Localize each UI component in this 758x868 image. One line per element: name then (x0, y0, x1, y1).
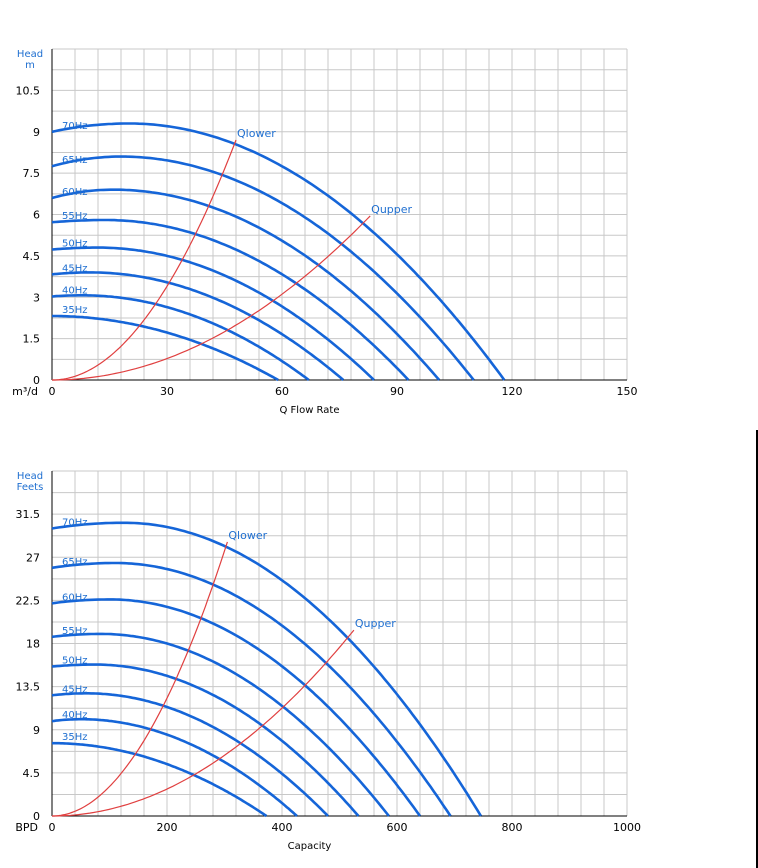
y-tick-label: 1.5 (23, 333, 41, 346)
y-tick-label: 10.5 (16, 84, 41, 97)
x-axis-title: Q Flow Rate (280, 405, 340, 416)
head-capacity-chart-imperial: 0 4.5 9 13.5 18 22.5 27 31.5 0 200 400 600 800 1000 BP… (15, 470, 641, 852)
grid (51, 48, 628, 381)
frequency-curves (51, 521, 483, 818)
bound-qlower (52, 541, 228, 817)
y-tick-label: 9 (33, 126, 40, 139)
curve-label-40hz: 40Hz (62, 710, 88, 721)
curve-label-70hz: 70Hz (62, 518, 88, 529)
curve-35hz (52, 741, 268, 818)
x-tick-label: 0 (49, 821, 56, 834)
curve-label-50hz: 50Hz (62, 239, 88, 250)
curve-label-45hz: 45Hz (62, 684, 88, 695)
bound-label-qupper: Qupper (355, 617, 396, 630)
x-tick-label: 200 (157, 821, 178, 834)
x-tick-label: 90 (390, 385, 404, 398)
y-tick-label: 18 (26, 638, 40, 651)
y-tick-label: 9 (33, 724, 40, 737)
x-unit-label: m³/d (12, 385, 38, 398)
curve-40hz (51, 294, 310, 382)
curve-label-60hz: 60Hz (62, 592, 88, 603)
y-tick-label: 27 (26, 551, 40, 564)
y-tick-label: 6 (33, 209, 40, 222)
y-axis-title: Head (17, 49, 43, 60)
y-tick-label: 13.5 (16, 681, 41, 694)
operating-bounds (52, 139, 371, 381)
x-tick-label: 120 (502, 385, 523, 398)
y-tick-label: 7.5 (23, 167, 41, 180)
curve-55hz (51, 218, 410, 381)
y-axis-title: Feets (17, 482, 44, 493)
x-tick-label: 400 (272, 821, 293, 834)
curve-60hz (51, 188, 441, 381)
curve-45hz (51, 692, 329, 817)
y-tick-label: 3 (33, 291, 40, 304)
curve-50hz (51, 663, 360, 817)
curve-60hz (51, 598, 422, 817)
x-tick-label: 800 (502, 821, 523, 834)
y-tick-label: 4.5 (23, 250, 41, 263)
curve-45hz (51, 271, 345, 381)
curve-label-50hz: 50Hz (62, 656, 88, 667)
y-tick-label: 4.5 (23, 767, 41, 780)
bound-qupper (52, 215, 371, 381)
curve-65hz (51, 155, 475, 381)
curve-label-60hz: 60Hz (62, 187, 88, 198)
bound-qlower (52, 139, 237, 381)
curve-label-35hz: 35Hz (62, 305, 88, 316)
frequency-curves (51, 122, 506, 382)
curve-50hz (51, 246, 375, 381)
x-tick-label: 0 (49, 385, 56, 398)
curve-label-65hz: 65Hz (62, 557, 88, 568)
curve-label-70hz: 70Hz (62, 121, 88, 132)
x-tick-label: 60 (275, 385, 289, 398)
curve-label-65hz: 65Hz (62, 155, 88, 166)
y-tick-label: 22.5 (16, 594, 41, 607)
axis-labels: 0 4.5 9 13.5 18 22.5 27 31.5 0 200 400 600 800 1000 BP… (15, 471, 641, 852)
y-axis-title: Head (17, 471, 43, 482)
curve-35hz (52, 314, 279, 382)
bound-label-qlower: Qlower (237, 127, 276, 140)
bound-qupper (52, 629, 355, 817)
operating-bounds (52, 541, 355, 817)
y-tick-label: 0 (33, 810, 40, 823)
curve-65hz (51, 561, 452, 817)
x-tick-label: 150 (617, 385, 638, 398)
bound-label-qupper: Qupper (371, 203, 412, 216)
x-tick-label: 600 (387, 821, 408, 834)
x-tick-label: 30 (160, 385, 174, 398)
frame-border-line (756, 430, 758, 868)
curve-55hz (51, 632, 390, 817)
y-tick-label: 31.5 (16, 508, 41, 521)
curve-40hz (51, 717, 298, 817)
x-axis-title: Capacity (288, 841, 332, 852)
curve-label-45hz: 45Hz (62, 263, 88, 274)
x-tick-label: 1000 (613, 821, 641, 834)
curve-label-40hz: 40Hz (62, 285, 88, 296)
x-unit-label: BPD (15, 821, 38, 834)
curve-label-55hz: 55Hz (62, 211, 88, 222)
curve-70hz (51, 122, 506, 381)
y-axis-title: m (25, 60, 35, 71)
curve-label-35hz: 35Hz (62, 732, 88, 743)
curve-70hz (51, 521, 483, 817)
curve-label-55hz: 55Hz (62, 626, 88, 637)
bound-label-qlower: Qlower (228, 529, 267, 542)
y-tick-label: 0 (33, 374, 40, 387)
